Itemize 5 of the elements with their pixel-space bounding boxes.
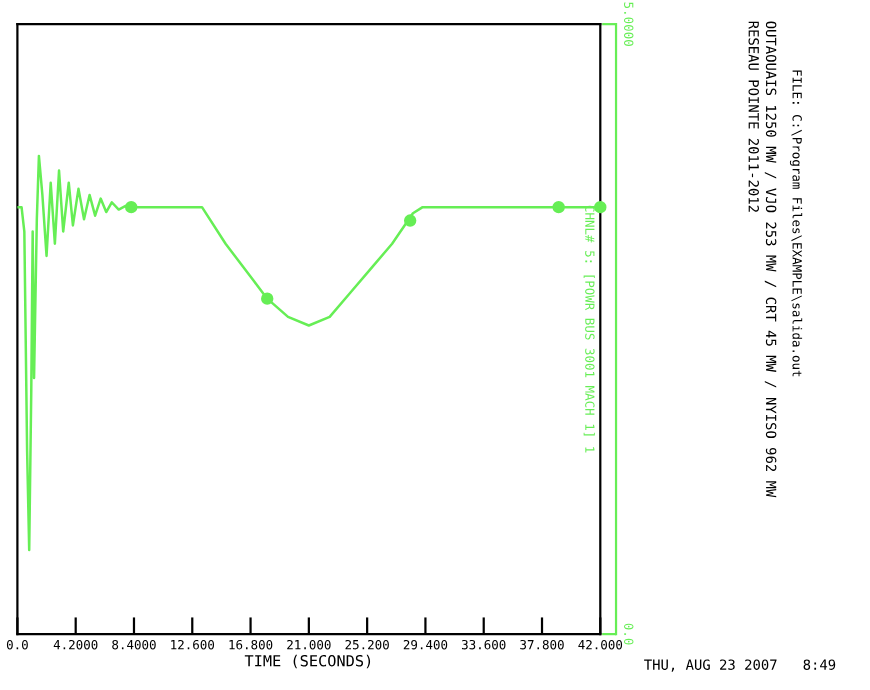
point (552, 200, 565, 214)
point (403, 214, 417, 227)
point (125, 200, 138, 214)
point (594, 200, 607, 214)
point (261, 292, 274, 305)
